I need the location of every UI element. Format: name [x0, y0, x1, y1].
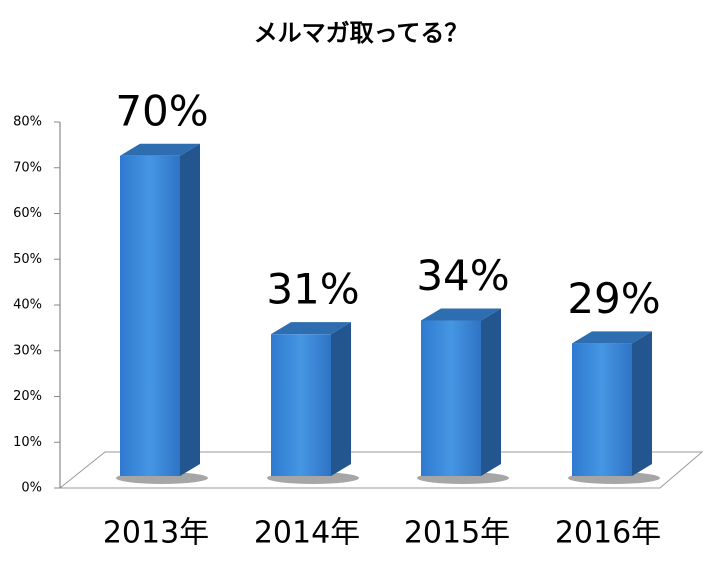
bar-top — [421, 308, 501, 321]
x-tick-label: 2016年 — [555, 516, 661, 551]
chart-title: メルマガ取ってる？ — [254, 19, 469, 47]
y-tick-label: 0% — [21, 481, 42, 496]
bar-side — [180, 143, 200, 476]
y-tick-label: 80% — [13, 115, 42, 130]
x-tick-label: 2015年 — [404, 516, 510, 551]
y-tick-label: 70% — [13, 160, 42, 175]
y-tick-label: 40% — [13, 298, 42, 313]
x-tick-label: 2014年 — [254, 516, 360, 551]
bar-top — [572, 331, 652, 344]
bar-side — [481, 308, 501, 476]
bar — [120, 155, 180, 476]
y-tick-label: 30% — [13, 343, 42, 358]
bar-top — [271, 322, 351, 335]
value-label: 31% — [266, 265, 359, 314]
value-label: 29% — [567, 274, 660, 323]
x-tick-label: 2013年 — [103, 516, 209, 551]
y-tick-label: 10% — [13, 435, 42, 450]
value-label: 70% — [115, 86, 208, 135]
y-tick-label: 20% — [13, 389, 42, 404]
bar — [271, 334, 331, 476]
bar — [421, 320, 481, 476]
y-tick-label: 50% — [13, 252, 42, 267]
value-label: 34% — [416, 251, 509, 300]
bar — [572, 343, 632, 476]
bar-side — [632, 331, 652, 476]
bar-side — [331, 322, 351, 476]
floor — [58, 451, 704, 489]
y-tick-label: 60% — [13, 206, 42, 221]
bar-top — [120, 143, 200, 156]
